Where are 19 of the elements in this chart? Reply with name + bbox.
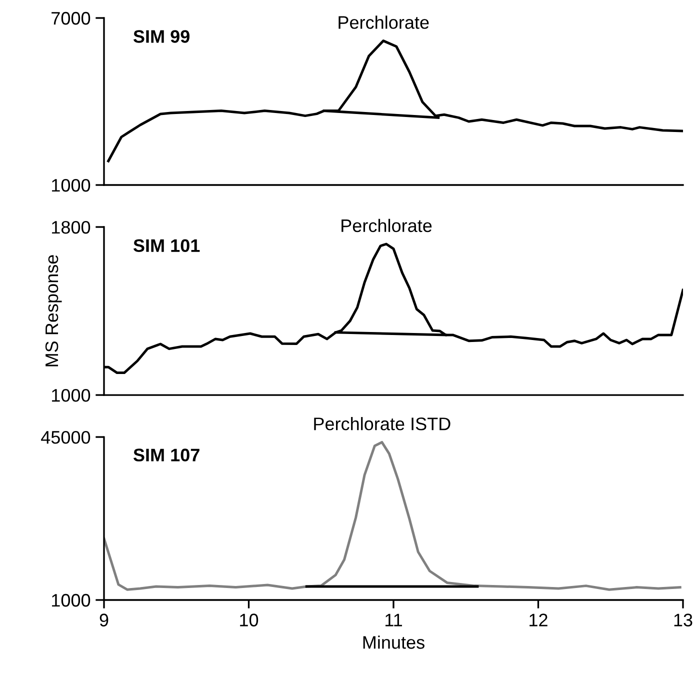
x-tick-label: 13 xyxy=(674,614,692,626)
text: SIM 99 xyxy=(133,30,190,43)
y-tick-label: 45000 xyxy=(41,430,90,444)
y-tick-label: 1000 xyxy=(52,178,90,192)
x-tick-label: 11 xyxy=(386,614,402,626)
y-tick-label: 1000 xyxy=(52,388,90,402)
y-tick-label: 1800 xyxy=(52,220,90,234)
annotation: Perchlorate ISTD xyxy=(314,417,450,430)
x-tick-label: 10 xyxy=(240,614,258,626)
y-axis-title: MS Response xyxy=(45,255,62,366)
text: SIM 101 xyxy=(133,239,200,252)
x-tick-label: 9 xyxy=(100,614,108,626)
annotation: Perchlorate xyxy=(338,16,429,29)
chart-title: SIM 107 xyxy=(133,448,200,462)
y-tick-label: 7000 xyxy=(52,12,90,25)
y-tick-label: 1000 xyxy=(52,594,90,607)
annotation: Perchlorate xyxy=(342,218,432,232)
x-axis-title: Minutes xyxy=(363,636,424,649)
x-tick-label: 12 xyxy=(530,614,548,626)
